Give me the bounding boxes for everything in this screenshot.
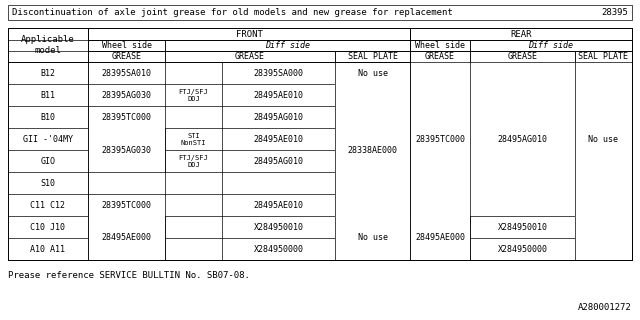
Text: Applicable
model: Applicable model [21, 35, 75, 55]
Polygon shape [575, 62, 632, 216]
Text: No use: No use [358, 234, 387, 243]
Text: Wheel side: Wheel side [415, 41, 465, 50]
Text: 28395: 28395 [601, 8, 628, 17]
Text: 28495AG010: 28495AG010 [253, 156, 303, 165]
Polygon shape [470, 62, 575, 216]
Text: 28395AG030: 28395AG030 [102, 91, 152, 100]
Text: B11: B11 [40, 91, 56, 100]
Text: STI
NonSTI: STI NonSTI [180, 132, 206, 146]
Text: X284950010: X284950010 [497, 222, 547, 231]
Polygon shape [335, 216, 410, 260]
Text: B10: B10 [40, 113, 56, 122]
Text: B12: B12 [40, 68, 56, 77]
Text: FRONT: FRONT [236, 29, 262, 38]
Polygon shape [410, 216, 470, 260]
Text: GREASE: GREASE [425, 52, 455, 61]
Text: 28395AG030: 28395AG030 [102, 146, 152, 155]
Text: GREASE: GREASE [235, 52, 265, 61]
Text: 28395TC000: 28395TC000 [102, 113, 152, 122]
Text: FTJ/SFJ
DDJ: FTJ/SFJ DDJ [179, 89, 209, 101]
Text: SEAL PLATE: SEAL PLATE [579, 52, 628, 61]
Text: A10 A11: A10 A11 [31, 244, 65, 253]
Text: 28495AG010: 28495AG010 [253, 113, 303, 122]
Text: 28495AE010: 28495AE010 [253, 91, 303, 100]
Text: No use: No use [589, 134, 618, 143]
Text: 28395TC000: 28395TC000 [415, 134, 465, 143]
Polygon shape [88, 216, 165, 260]
Text: A280001272: A280001272 [579, 303, 632, 312]
Polygon shape [335, 84, 410, 216]
Text: 28495AE000: 28495AE000 [415, 234, 465, 243]
Text: No use: No use [358, 68, 387, 77]
Polygon shape [410, 62, 470, 216]
Text: 28495AE010: 28495AE010 [253, 201, 303, 210]
Text: 28495AE000: 28495AE000 [102, 234, 152, 243]
Text: Diff side: Diff side [265, 41, 310, 50]
Text: Prease reference SERVICE BULLTIN No. SB07-08.: Prease reference SERVICE BULLTIN No. SB0… [8, 271, 250, 281]
Text: GREASE: GREASE [111, 52, 141, 61]
Text: 28338AE000: 28338AE000 [348, 146, 397, 155]
Text: C10 J10: C10 J10 [31, 222, 65, 231]
Text: FTJ/SFJ
DDJ: FTJ/SFJ DDJ [179, 155, 209, 167]
Text: Wheel side: Wheel side [102, 41, 152, 50]
Text: GREASE: GREASE [508, 52, 538, 61]
Polygon shape [575, 216, 632, 260]
Text: SEAL PLATE: SEAL PLATE [348, 52, 397, 61]
Text: Diff side: Diff side [529, 41, 573, 50]
Text: GIO: GIO [40, 156, 56, 165]
Text: C11 C12: C11 C12 [31, 201, 65, 210]
Polygon shape [88, 128, 165, 172]
Text: GII -'04MY: GII -'04MY [23, 134, 73, 143]
Text: X284950000: X284950000 [497, 244, 547, 253]
Text: 28495AE010: 28495AE010 [253, 134, 303, 143]
Text: X284950010: X284950010 [253, 222, 303, 231]
Text: X284950000: X284950000 [253, 244, 303, 253]
Text: 28395TC000: 28395TC000 [102, 201, 152, 210]
Text: 28395SA010: 28395SA010 [102, 68, 152, 77]
Text: 28495AG010: 28495AG010 [497, 134, 547, 143]
Text: REAR: REAR [510, 29, 532, 38]
Text: Discontinuation of axle joint grease for old models and new grease for replaceme: Discontinuation of axle joint grease for… [12, 8, 452, 17]
Text: S10: S10 [40, 179, 56, 188]
Text: 28395SA000: 28395SA000 [253, 68, 303, 77]
